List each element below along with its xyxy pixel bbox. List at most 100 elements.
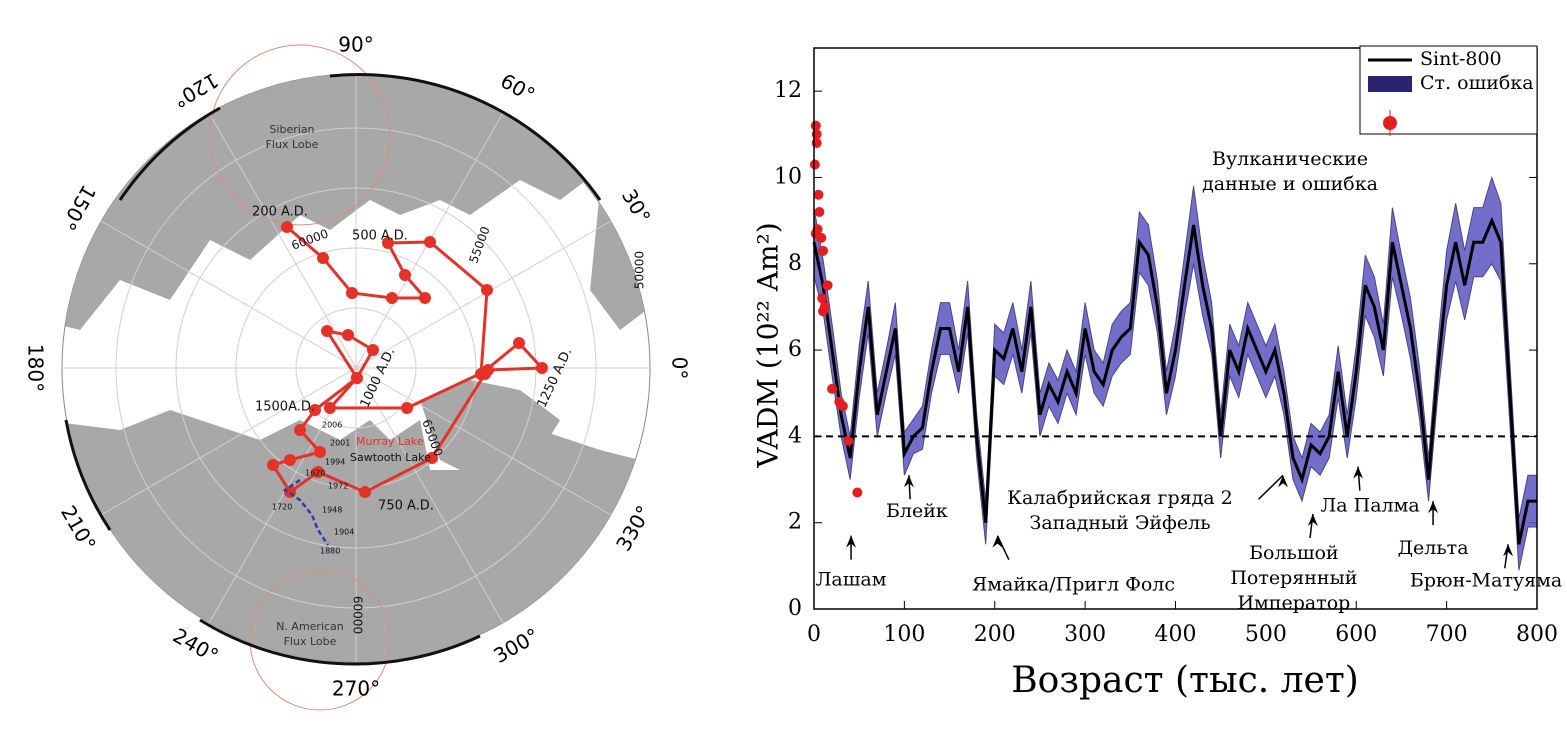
annotation-arrowhead [1307,514,1318,527]
year-label: 2006 [322,421,342,430]
pole-dot [359,486,371,498]
degree-label: 90° [338,33,373,57]
year-label: 2001 [330,439,350,448]
region-label: Siberian [269,123,314,136]
y-tick-label: 6 [788,337,802,362]
series-line [812,216,1537,545]
x-tick-label: 600 [1335,622,1377,647]
annotation-text: Император [1237,592,1350,614]
pole-dot [284,454,296,466]
x-tick-label: 500 [1245,622,1287,647]
annotation-text: Лашам [816,569,887,591]
observed-pole-path [282,478,330,546]
epoch-label: 200 A.D. [252,205,308,220]
volcanic-point [837,401,848,412]
y-tick-label: 10 [774,164,802,189]
annotation-arrowhead [846,535,857,548]
year-label: 1620 [305,469,325,478]
annotation-text: Ла Палма [1320,495,1419,517]
y-axis-label: VADM (10²² Am²) [752,222,785,468]
volcanic-point [818,245,829,256]
annotation-arrowhead [1428,501,1439,514]
y-tick-label: 4 [788,423,802,448]
pole-dot [401,402,413,414]
year-label: 1994 [325,458,345,467]
annotation-arrowhead [1278,475,1289,488]
annotation-text: Потерянный [1230,567,1357,589]
y-tick-label: 12 [774,78,802,103]
degree-label: 0° [668,357,692,380]
annotation-text: Дельта [1398,537,1469,559]
epoch-label: 500 A.D. [352,229,408,244]
x-tick-label: 100 [883,622,925,647]
pole-dot [346,287,358,299]
contour-label: 50000 [633,251,647,289]
pole-dot [281,221,293,233]
volcanic-point [852,487,863,498]
annotation-arrowhead [903,475,914,488]
lake-label: Sawtooth Lake [350,451,431,464]
pole-dot [312,466,324,478]
pole-dot [309,404,321,416]
degree-label: 270° [332,677,380,701]
legend-swatch [1383,116,1397,130]
lake-label: Murray Lake [356,435,424,448]
degree-label: 210° [56,501,101,555]
pole-dot [479,368,491,380]
legend-label: Sint-800 [1420,48,1502,70]
annotation-text: данные и ошибка [1202,173,1378,195]
volcanic-point [827,383,838,394]
pole-dot [513,337,525,349]
annotation-text: Блейк [886,500,948,522]
year-label: 1972 [328,482,348,491]
annotation-arrowhead [1503,544,1514,557]
year-label: 1880 [320,547,340,556]
volcanic-point [816,232,827,243]
y-tick-label: 0 [788,596,802,621]
x-tick-label: 400 [1155,622,1197,647]
annotation-text: Большой [1249,542,1339,564]
region-label: N. American [276,620,344,633]
annotation-text: Ямайка/Пригл Фолс [972,574,1175,596]
annotation-arrowhead [992,535,1003,548]
plot-frame [813,47,1538,610]
pole-dot [399,269,411,281]
pole-dot [267,459,279,471]
volcanic-point [809,159,820,170]
outer-arcs [64,73,602,666]
volcanic-point [810,120,821,131]
pole-dot [536,362,548,374]
pole-dot [367,344,379,356]
volcanic-point [813,189,824,200]
pole-dot [382,237,394,249]
legend-swatch [1368,76,1412,92]
x-tick-label: 800 [1516,622,1558,647]
degree-label: 150° [56,181,101,235]
x-tick-label: 0 [807,622,821,647]
chart: Возраст (тыс. лет) VADM (10²² Am²) 0 2 4 6 8… [752,45,1562,701]
pole-dot [342,329,354,341]
volcanic-point [843,435,854,446]
pole-dot [324,402,336,414]
volcanic-point [814,206,825,217]
pole-dot [321,325,333,337]
pole-dot [294,424,306,436]
y-tick-label: 8 [788,251,802,276]
region-label: Flux Lobe [266,138,319,151]
degree-label: 180° [24,344,48,392]
pole-dot [481,284,493,296]
polar-map: Siberian Flux Lobe N. American Flux Lobe… [24,33,692,711]
pole-dot [314,446,326,458]
pole-dot [351,372,363,384]
year-label: 1904 [334,528,354,537]
epoch-label: 1500A.D. [255,400,315,415]
pole-dot [424,236,436,248]
annotation-arrow [996,535,1010,560]
volcanic-point [817,293,828,304]
annotation-arrow [1258,474,1284,500]
annotation-text: Вулканические [1212,148,1368,170]
degree-label: 60° [496,69,539,108]
pole-dot [317,252,329,264]
volcanic-point [818,306,829,317]
